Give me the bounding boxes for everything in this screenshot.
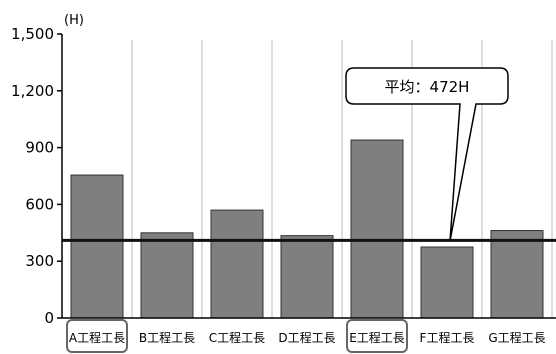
- average-callout: 平均：472H: [345, 67, 509, 242]
- bar-d: [280, 235, 334, 319]
- x-labels-layer: A工程工長 B工程工長 C工程工長 D工程工長 E工程工長 F工程工長 G工程工長: [66, 319, 546, 353]
- x-category-label: B工程工長: [139, 330, 195, 345]
- y-tick-label: 900: [25, 139, 54, 157]
- x-category-label: E工程工長: [349, 330, 405, 345]
- y-tick-label: 300: [25, 252, 54, 270]
- bar-e: [350, 139, 404, 319]
- bar-b: [140, 232, 194, 319]
- category-highlight-box: [66, 319, 128, 353]
- y-axis-unit-label: (H): [64, 13, 84, 28]
- x-category-label: A工程工長: [69, 330, 125, 345]
- bar-f: [420, 246, 474, 319]
- bar-c: [210, 209, 264, 319]
- y-tick-label: 1,500: [11, 25, 54, 43]
- bar-a: [70, 174, 124, 319]
- y-tick-label: 600: [25, 195, 54, 213]
- x-category-label: G工程工長: [488, 330, 545, 345]
- callout-bubble: [345, 67, 509, 242]
- category-highlight-box: [346, 319, 408, 353]
- axes-layer: (H): [61, 13, 556, 319]
- y-tick-label: 1,200: [11, 82, 54, 100]
- x-category-label: F工程工長: [420, 330, 475, 345]
- average-label: 平均：472H: [385, 78, 470, 96]
- bars-layer: [70, 139, 544, 319]
- bar-g: [490, 230, 544, 319]
- x-category-label: C工程工長: [209, 330, 265, 345]
- yticks-layer: 0 300 600 900 1,200 1,500: [11, 25, 62, 327]
- y-tick-label: 0: [44, 309, 54, 327]
- x-category-label: D工程工長: [278, 330, 335, 345]
